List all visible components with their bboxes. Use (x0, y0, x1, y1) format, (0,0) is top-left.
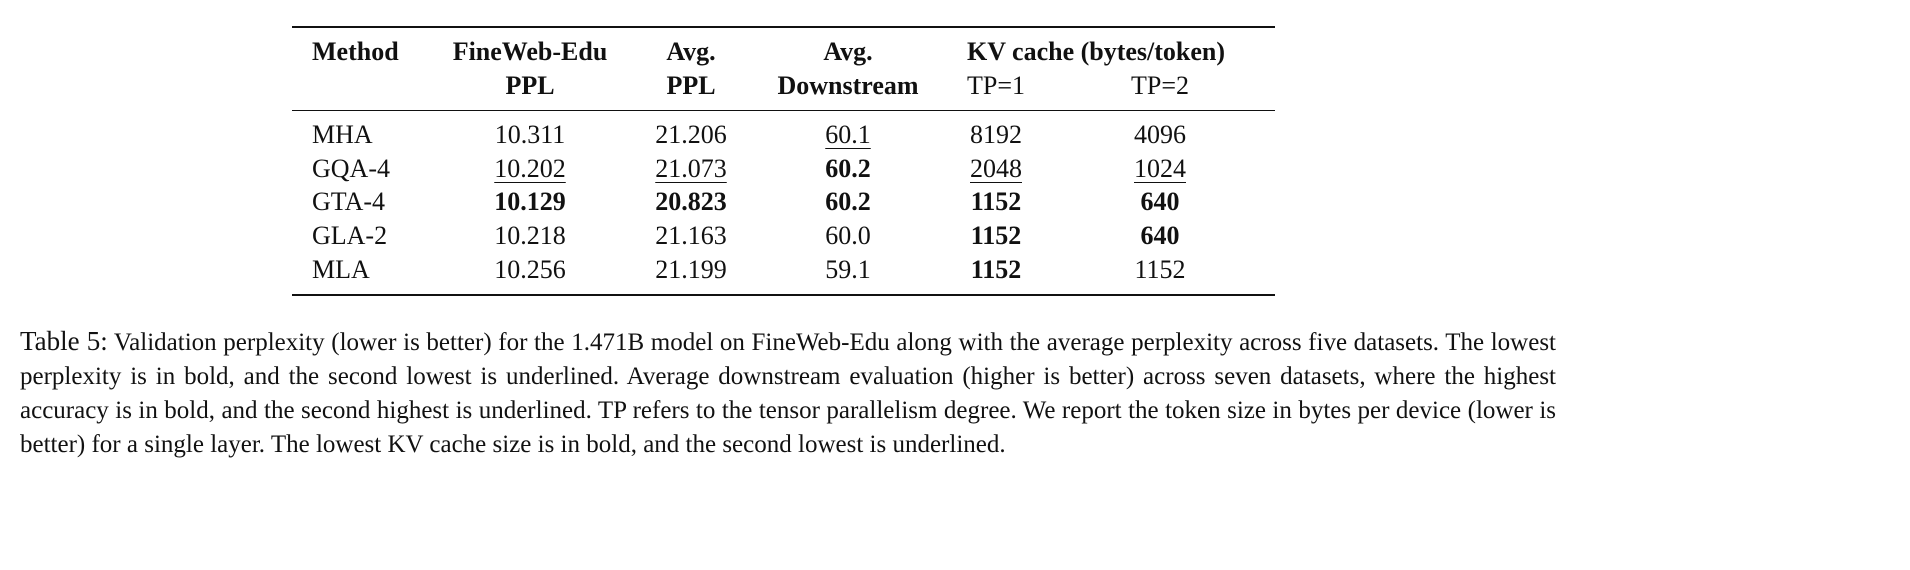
table-cell: 21.206 (655, 120, 727, 149)
caption: Table 5: Validation perplexity (lower is… (20, 324, 1556, 462)
table-cell: 10.202 (494, 154, 566, 183)
table-cell: 640 (1140, 187, 1180, 216)
header-cell: FineWeb-Edu (452, 37, 608, 66)
table-cell: 60.2 (825, 154, 871, 183)
row-label: MHA (312, 120, 373, 149)
caption-label: Table 5: (20, 326, 108, 356)
table-cell: 4096 (1134, 120, 1186, 149)
table-cell: 21.163 (655, 221, 727, 250)
top-rule (292, 26, 1275, 28)
caption-text: Validation perplexity (lower is better) … (20, 329, 1556, 458)
table-cell: 10.311 (494, 120, 566, 149)
table-cell: 20.823 (655, 187, 727, 216)
row-label: GTA-4 (312, 187, 386, 216)
header-cell: PPL (666, 71, 716, 100)
table-cell: 60.1 (825, 120, 871, 149)
header-cell: TP=2 (1130, 71, 1190, 100)
row-label: MLA (312, 255, 370, 284)
bottom-rule (292, 294, 1275, 296)
table-cell: 1152 (970, 187, 1022, 216)
header-cell: TP=1 (966, 71, 1026, 100)
table-cell: 59.1 (825, 255, 871, 284)
table-cell: 60.0 (825, 221, 871, 250)
table-cell: 1152 (970, 255, 1022, 284)
mid-rule (292, 110, 1275, 111)
table-cell: 1024 (1134, 154, 1186, 183)
table-cell: 10.218 (494, 221, 566, 250)
header-cell: Avg. (823, 37, 873, 66)
row-label: GQA-4 (312, 154, 390, 183)
header-cell: Avg. (666, 37, 716, 66)
table-cell: 10.256 (494, 255, 566, 284)
table-cell: 21.199 (655, 255, 727, 284)
table-cell: 10.129 (494, 187, 566, 216)
table-cell: 21.073 (655, 154, 727, 183)
header-cell: Downstream (777, 71, 919, 100)
header-cell: Method (312, 37, 399, 66)
header-cell: KV cache (bytes/token) (967, 37, 1226, 66)
table-cell: 60.2 (825, 187, 871, 216)
table-cell: 8192 (970, 120, 1022, 149)
table-cell: 1152 (1134, 255, 1186, 284)
table-cell: 640 (1140, 221, 1180, 250)
row-label: GLA-2 (312, 221, 388, 250)
table-cell: 1152 (970, 221, 1022, 250)
table-cell: 2048 (970, 154, 1022, 183)
header-cell: PPL (505, 71, 555, 100)
